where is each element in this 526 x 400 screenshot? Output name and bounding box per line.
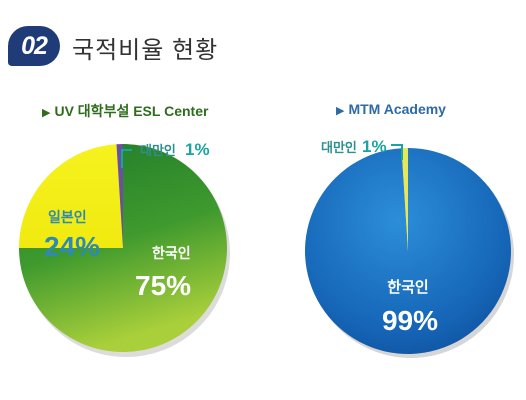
section-header: 02 국적비율 현황 bbox=[8, 18, 308, 68]
leader-line-taiwanese bbox=[121, 149, 132, 168]
leader-line-taiwanese bbox=[391, 144, 403, 160]
chart-title-uv-esl: ▶ UV 대학부설 ESL Center bbox=[42, 101, 208, 121]
pie-slice-2 bbox=[19, 144, 123, 248]
chart-title-text: UV 대학부설 ESL Center bbox=[54, 103, 209, 119]
chart-title-text: MTM Academy bbox=[348, 101, 446, 117]
slice-label-taiwanese: 대만인 bbox=[321, 140, 357, 155]
slice-label-japanese: 일본인 bbox=[48, 209, 87, 225]
pie-slice-3 bbox=[116, 144, 123, 248]
slice-value-korean: 99% bbox=[382, 305, 438, 336]
slice-value-taiwanese: 1% bbox=[362, 137, 387, 156]
triangle-bullet-icon: ▶ bbox=[42, 107, 51, 119]
slice-value-japanese: 24% bbox=[44, 231, 100, 262]
triangle-bullet-icon: ▶ bbox=[336, 105, 345, 117]
slice-label-korean: 한국인 bbox=[152, 245, 191, 261]
slice-label-korean: 한국인 bbox=[387, 278, 428, 296]
slice-label-taiwanese: 대만인 bbox=[140, 143, 176, 158]
section-number-badge: 02 bbox=[8, 26, 60, 66]
pie-slice-2 bbox=[401, 148, 408, 251]
slice-value-taiwanese: 1% bbox=[185, 140, 210, 159]
section-title: 국적비율 현황 bbox=[72, 37, 219, 64]
slice-value-korean: 75% bbox=[135, 270, 191, 301]
chart-title-mtm: ▶ MTM Academy bbox=[336, 101, 446, 117]
